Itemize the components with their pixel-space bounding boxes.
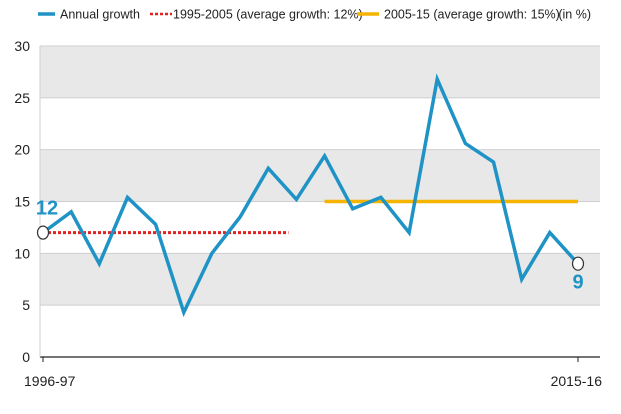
legend-label-annual-growth: Annual growth bbox=[60, 8, 140, 22]
unit-note: (in %) bbox=[558, 8, 591, 22]
x-tick-label: 2015-16 bbox=[551, 373, 603, 389]
data-label-end: 9 bbox=[572, 272, 583, 294]
grid-bands bbox=[40, 46, 600, 306]
x-tick-label: 1996-97 bbox=[24, 373, 76, 389]
y-tick-label: 10 bbox=[14, 245, 30, 261]
legend-label-2005-15: 2005-15 (average growth: 15%) bbox=[384, 8, 560, 22]
legend-label-1995-2005: 1995-2005 (average growth: 12%) bbox=[173, 8, 363, 22]
y-tick-label: 20 bbox=[14, 142, 30, 158]
legend: Annual growth 1995-2005 (average growth: … bbox=[38, 8, 591, 22]
y-tick-label: 5 bbox=[22, 297, 30, 313]
grid-band bbox=[40, 253, 600, 306]
endpoint-markers: 12 9 bbox=[36, 198, 585, 294]
grid-band bbox=[40, 46, 600, 98]
data-label-start: 12 bbox=[36, 198, 58, 220]
y-tick-label: 15 bbox=[14, 194, 30, 210]
endpoint-marker bbox=[571, 256, 585, 271]
grid-band bbox=[40, 149, 600, 202]
y-tick-label: 30 bbox=[14, 38, 30, 54]
y-tick-label: 0 bbox=[22, 349, 30, 365]
series-line-annual-growth bbox=[41, 73, 580, 318]
endpoint-marker bbox=[36, 225, 50, 240]
y-tick-label: 25 bbox=[14, 90, 30, 106]
series-layer bbox=[41, 73, 580, 318]
axes: 0 5 10 15 20 25 30 1996-97 2015-16 bbox=[14, 38, 602, 389]
